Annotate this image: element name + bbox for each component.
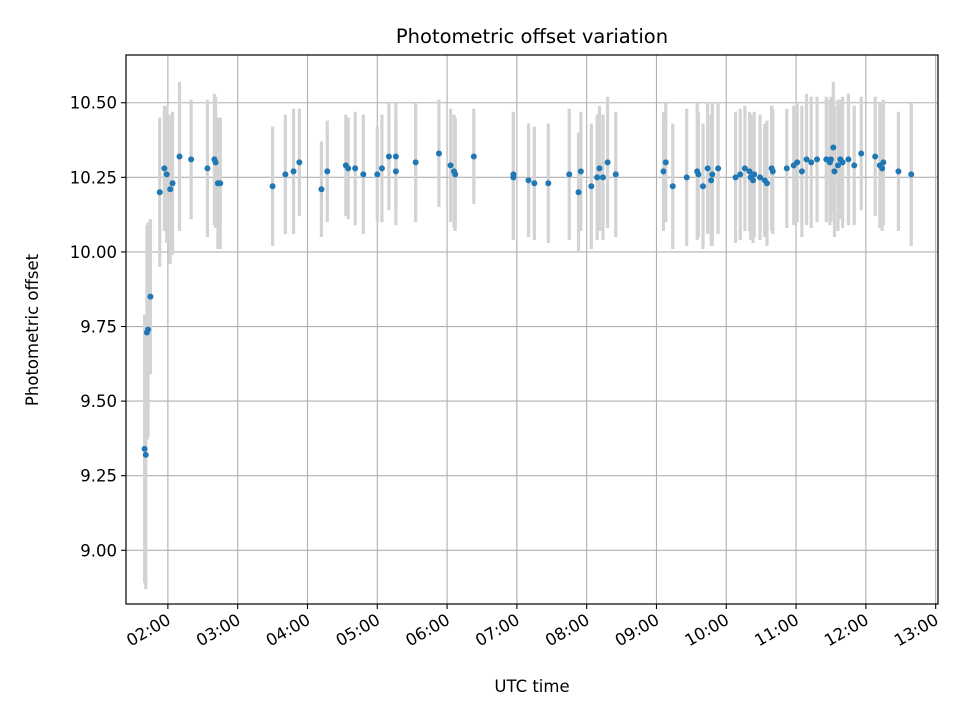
y-tick-label: 9.00 (80, 541, 117, 560)
data-point (879, 165, 886, 172)
y-tick-label: 10.50 (70, 94, 117, 113)
data-point (763, 180, 770, 187)
data-point (577, 168, 584, 175)
data-point (452, 171, 459, 178)
data-point (324, 168, 331, 175)
data-point (757, 174, 764, 181)
data-point (392, 153, 399, 160)
data-point (662, 159, 669, 166)
data-point (345, 165, 352, 172)
data-point (732, 174, 739, 181)
data-point (412, 159, 419, 166)
data-point (525, 177, 532, 184)
data-point (794, 159, 801, 166)
data-point (161, 165, 168, 172)
data-point (839, 159, 846, 166)
data-point (715, 165, 722, 172)
data-point (827, 156, 834, 163)
y-tick-label: 10.00 (70, 243, 117, 262)
data-point (751, 171, 758, 178)
data-point (142, 451, 149, 458)
data-point (176, 153, 183, 160)
data-point (709, 171, 716, 178)
data-point (392, 168, 399, 175)
data-point (163, 171, 170, 178)
data-point (510, 174, 517, 181)
data-point (845, 156, 852, 163)
data-point (683, 174, 690, 181)
data-point (798, 168, 805, 175)
data-point (318, 186, 325, 193)
data-point (566, 171, 573, 178)
y-tick-label: 9.50 (80, 392, 117, 411)
data-point (695, 171, 702, 178)
data-point (830, 144, 837, 151)
data-point (545, 180, 552, 187)
plot-frame (125, 54, 939, 605)
data-point (783, 165, 790, 172)
data-point (282, 171, 289, 178)
data-point (769, 168, 776, 175)
data-point (169, 180, 176, 187)
grid-lines (126, 55, 938, 604)
data-point (851, 162, 858, 169)
data-point (296, 159, 303, 166)
x-axis-label: UTC time (494, 677, 569, 696)
data-point (834, 162, 841, 169)
data-point (596, 165, 603, 172)
data-point (447, 162, 454, 169)
data-point (204, 165, 211, 172)
data-point (378, 165, 385, 172)
data-point (531, 180, 538, 187)
data-point (872, 153, 879, 160)
data-point (895, 168, 902, 175)
data-point (660, 168, 667, 175)
data-point (269, 183, 276, 190)
data-point (385, 153, 392, 160)
data-point (147, 293, 154, 300)
y-axis-label: Photometric offset (23, 253, 42, 406)
data-point (808, 159, 815, 166)
data-point (188, 156, 195, 163)
data-point (594, 174, 601, 181)
data-point (746, 168, 753, 175)
chart-title: Photometric offset variation (396, 25, 668, 48)
data-point (435, 150, 442, 157)
y-tick-label: 10.25 (70, 168, 117, 187)
data-point (814, 156, 821, 163)
data-point (145, 326, 152, 333)
data-point (704, 165, 711, 172)
data-point (588, 183, 595, 190)
data-point (908, 171, 915, 178)
data-point (599, 174, 606, 181)
data-point (360, 171, 367, 178)
data-point (217, 180, 224, 187)
data-point (141, 445, 148, 452)
data-point (352, 165, 359, 172)
data-point (612, 171, 619, 178)
data-point (708, 177, 715, 184)
data-point (212, 159, 219, 166)
data-point (750, 177, 757, 184)
data-point (741, 165, 748, 172)
data-point (880, 159, 887, 166)
data-point (604, 159, 611, 166)
data-point (858, 150, 865, 157)
data-point (831, 168, 838, 175)
y-tick-label: 9.75 (80, 318, 117, 337)
data-point (575, 189, 582, 196)
y-tick-label: 9.25 (80, 467, 117, 486)
data-point (470, 153, 477, 160)
data-point (737, 171, 744, 178)
data-points (141, 144, 915, 458)
data-point (374, 171, 381, 178)
data-point (700, 183, 707, 190)
data-point (167, 186, 174, 193)
data-point (290, 168, 297, 175)
data-point (803, 156, 810, 163)
data-point (156, 189, 163, 196)
data-point (669, 183, 676, 190)
